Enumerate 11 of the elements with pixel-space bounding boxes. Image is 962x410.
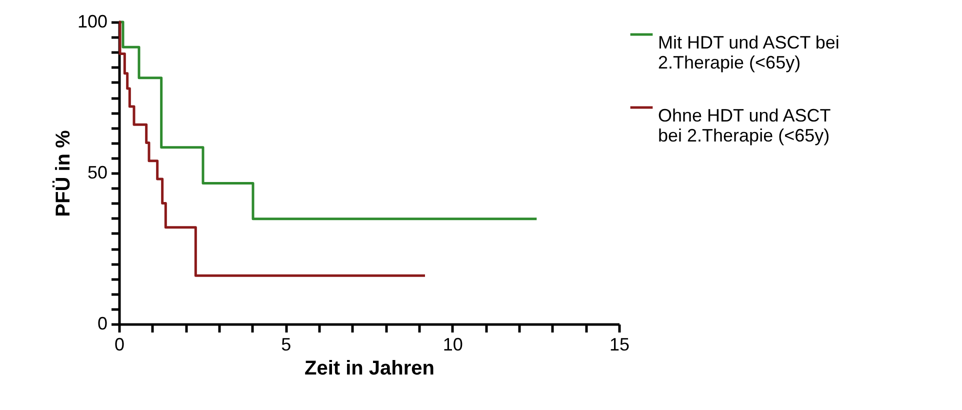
- x-axis-title: Zeit in Jahren: [304, 358, 435, 380]
- x-tick-label: 0: [114, 334, 125, 354]
- legend-label: Ohne HDT und ASCT bei 2.Therapie (<65y): [658, 106, 831, 146]
- y-tick-label: 50: [87, 162, 108, 182]
- y-axis-title: PFÜ in %: [51, 130, 74, 217]
- y-tick-label: 0: [97, 314, 108, 334]
- x-tick-label: 5: [281, 334, 292, 354]
- x-tick-label: 10: [442, 334, 463, 354]
- legend-label: Mit HDT und ASCT bei 2.Therapie (<65y): [658, 32, 840, 72]
- y-tick-label: 100: [77, 12, 108, 32]
- x-tick-label: 15: [609, 334, 630, 354]
